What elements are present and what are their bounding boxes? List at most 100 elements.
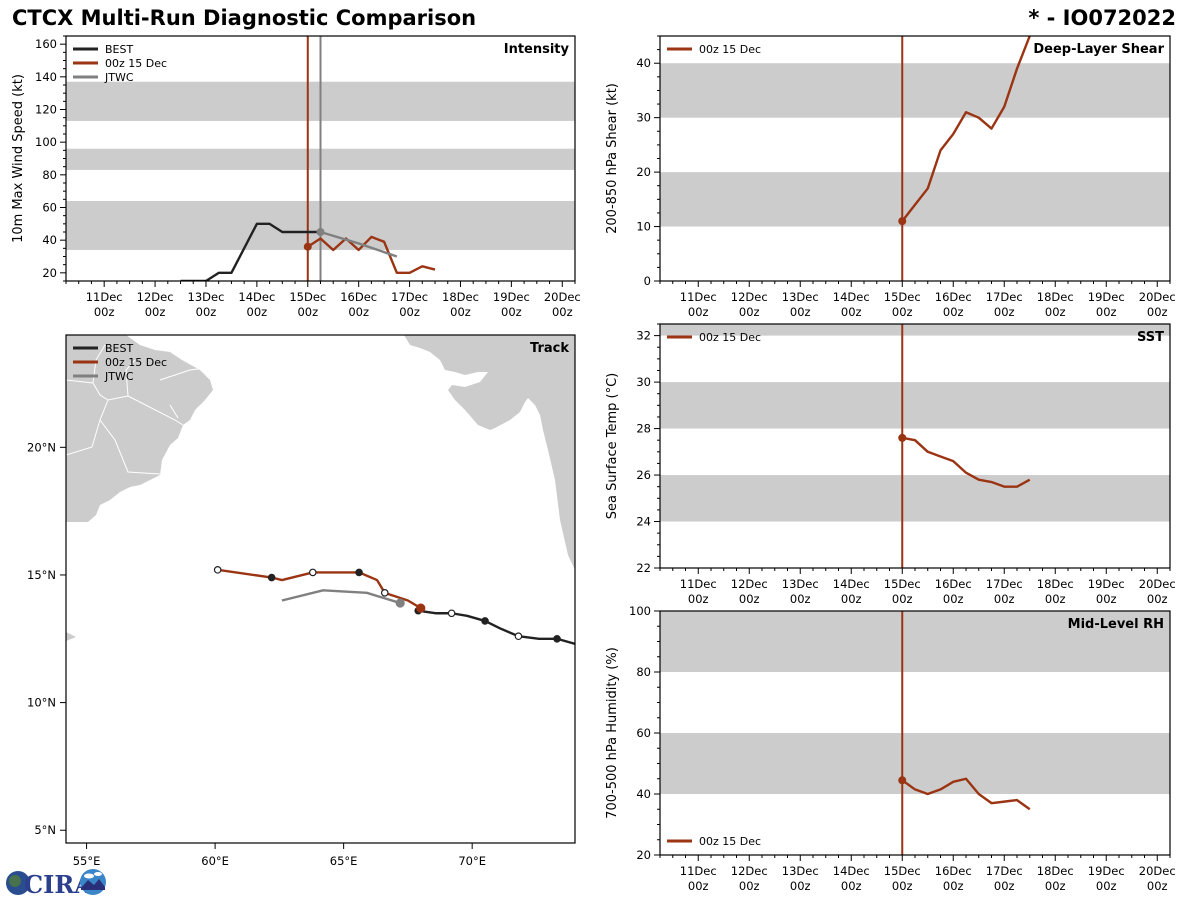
x-tick-label: 18Dec — [1037, 577, 1074, 591]
y-tick-label: 80 — [42, 168, 57, 182]
track-point-best — [514, 632, 523, 641]
axes-frame — [659, 35, 1171, 282]
x-tick-label: 11Dec — [680, 864, 717, 878]
x-tick-label: 19Dec — [1088, 577, 1125, 591]
y-tick-label: 140 — [35, 70, 57, 84]
x-tick-label: 20Dec — [544, 290, 581, 304]
y-axis-label: Sea Surface Temp (°C) — [605, 373, 620, 520]
legend-label: 00z 15 Dec — [699, 331, 761, 344]
x-tick-label: 00z — [1147, 592, 1168, 606]
y-tick-label: 160 — [35, 37, 57, 51]
lon-tick-label: 55°E — [73, 854, 101, 868]
x-tick-label: 17Dec — [986, 577, 1023, 591]
plot-area-track — [213, 566, 575, 646]
track-point-jtwc — [395, 598, 405, 608]
x-tick-label: 00z — [841, 592, 862, 606]
shaded-band — [660, 324, 1170, 336]
track-point-best — [553, 634, 561, 643]
x-tick-label: 00z — [94, 305, 115, 319]
x-tick-label: 13Dec — [188, 290, 225, 304]
lat-tick-label: 5°N — [34, 823, 56, 837]
x-tick-label: 15Dec — [884, 577, 921, 591]
x-tick-label: 00z — [943, 879, 964, 893]
ramm-icon — [80, 869, 106, 895]
x-tick-label: 00z — [943, 305, 964, 319]
y-tick-label: 26 — [636, 468, 651, 482]
y-tick-label: 100 — [35, 135, 57, 149]
axes-frame — [65, 334, 576, 844]
y-tick-label: 40 — [42, 233, 57, 247]
panel-sst: 11Dec00z12Dec00z13Dec00z14Dec00z15Dec00z… — [605, 323, 1176, 606]
x-tick-label: 00z — [892, 879, 913, 893]
shaded-band — [660, 382, 1170, 429]
y-axis-label: 200-850 hPa Shear (kt) — [605, 83, 620, 234]
track-point-run — [267, 573, 276, 582]
legend-label: 00z 15 Dec — [699, 835, 761, 848]
y-axis-label: 10m Max Wind Speed (kt) — [11, 74, 26, 243]
x-tick-label: 00z — [348, 305, 369, 319]
y-tick-label: 120 — [35, 103, 57, 117]
x-tick-label: 12Dec — [731, 577, 768, 591]
x-tick-label: 17Dec — [986, 864, 1023, 878]
x-tick-label: 17Dec — [986, 290, 1023, 304]
legend-label: JTWC — [104, 370, 134, 383]
x-tick-label: 19Dec — [1088, 864, 1125, 878]
y-tick-label: 20 — [42, 266, 57, 280]
x-tick-label: 18Dec — [1037, 290, 1074, 304]
lon-tick-label: 65°E — [330, 854, 358, 868]
panel-title: SST — [1137, 330, 1164, 345]
track-point-run — [380, 589, 389, 597]
x-tick-label: 00z — [892, 592, 913, 606]
x-tick-label: 00z — [688, 305, 709, 319]
x-tick-label: 11Dec — [680, 290, 717, 304]
x-tick-label: 00z — [790, 592, 811, 606]
x-tick-label: 00z — [994, 305, 1015, 319]
x-tick-label: 00z — [841, 305, 862, 319]
arabian-peninsula-land — [66, 335, 213, 522]
legend: 00z 15 Dec — [667, 331, 761, 344]
data-point-run — [898, 433, 907, 442]
y-tick-label: 28 — [636, 422, 651, 436]
x-tick-label: 14Dec — [833, 864, 870, 878]
x-tick-label: 00z — [1147, 879, 1168, 893]
y-tick-label: 30 — [636, 375, 651, 389]
x-tick-label: 16Dec — [935, 864, 972, 878]
lat-tick-label: 15°N — [27, 568, 56, 582]
legend: 00z 15 Dec — [667, 43, 761, 56]
track-point-run — [355, 568, 363, 577]
socotra-land — [66, 632, 76, 641]
track-point-run — [308, 568, 317, 577]
shaded-band — [660, 63, 1170, 118]
plot-area-shear — [660, 36, 1170, 281]
y-tick-label: 24 — [636, 515, 651, 529]
x-tick-label: 14Dec — [238, 290, 275, 304]
x-tick-label: 00z — [501, 305, 522, 319]
x-tick-label: 13Dec — [782, 290, 819, 304]
y-axis-label: 700-500 hPa Humidity (%) — [605, 647, 620, 819]
y-tick-label: 32 — [636, 329, 651, 343]
y-tick-label: 40 — [636, 56, 651, 70]
x-tick-label: 00z — [841, 879, 862, 893]
x-tick-label: 00z — [450, 305, 471, 319]
track-line-best — [418, 609, 575, 646]
x-tick-label: 00z — [739, 879, 760, 893]
x-tick-label: 18Dec — [1037, 864, 1074, 878]
y-tick-label: 22 — [636, 561, 651, 575]
series-line-best — [180, 222, 321, 281]
legend: 00z 15 Dec — [667, 835, 761, 848]
data-point-run — [898, 217, 907, 226]
axes-frame — [65, 35, 576, 282]
x-tick-label: 14Dec — [833, 290, 870, 304]
panel-rh: 11Dec00z12Dec00z13Dec00z14Dec00z15Dec00z… — [605, 604, 1176, 893]
shaded-band — [660, 611, 1170, 672]
x-tick-label: 00z — [1096, 305, 1117, 319]
x-tick-label: 17Dec — [391, 290, 428, 304]
lat-tick-label: 10°N — [27, 696, 56, 710]
y-tick-label: 20 — [636, 165, 651, 179]
legend-label: JTWC — [104, 71, 134, 84]
panel-title: Mid-Level RH — [1068, 617, 1164, 632]
x-tick-label: 19Dec — [493, 290, 530, 304]
x-tick-label: 00z — [399, 305, 420, 319]
y-tick-label: 40 — [636, 787, 651, 801]
x-tick-label: 13Dec — [782, 864, 819, 878]
